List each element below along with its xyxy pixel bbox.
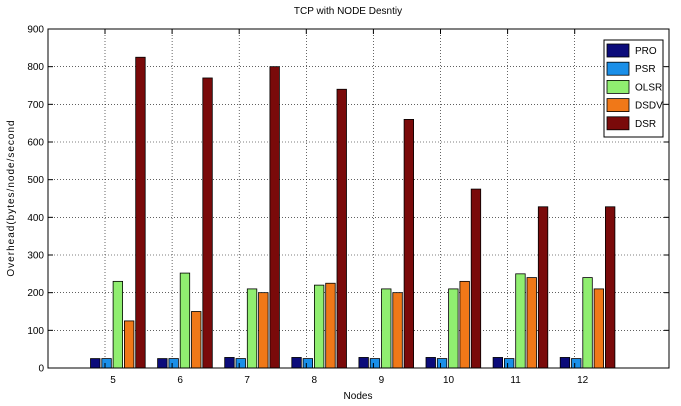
legend-swatch-olsr [606,80,630,94]
bar-pro-8 [291,357,302,369]
legend-swatch-psr [606,61,630,76]
x-tick-label: 12 [577,375,589,386]
y-tick-label: 0 [38,364,44,375]
bar-dsr-11 [537,206,549,369]
y-axis-ticks: 0 100 200 300 400 500 600 700 800 900 [27,25,669,375]
x-axis-label: Nodes [344,391,373,402]
y-tick-label: 600 [27,138,44,149]
bar-olsr-10 [448,288,459,369]
bar-dsr-12 [605,206,616,369]
bar-psr-11 [503,358,515,369]
bar-dsdv-11 [526,277,537,369]
bar-dsr-5 [135,56,146,369]
chart-title: TCP with NODE Desntiy [294,6,402,17]
bar-olsr-7 [246,288,258,369]
y-tick-label: 100 [27,326,44,337]
grid-lines [48,29,669,368]
legend-label-dsr: DSR [635,119,656,130]
bar-psr-8 [302,358,314,369]
bar-dsr-6 [202,77,213,369]
bar-dsdv-6 [191,311,202,369]
bar-dsdv-12 [593,288,604,369]
bar-pro-10 [425,357,436,369]
legend-label-psr: PSR [635,64,656,75]
x-tick-label: 11 [510,375,521,386]
bar-psr-6 [168,358,179,369]
y-tick-label: 900 [27,25,44,36]
legend-label-olsr: OLSR [635,82,662,93]
legend: PRO PSR OLSR DSDV DSR [603,39,664,138]
y-axis-label: Overhead(bytes/node/second [6,119,17,276]
x-axis-ticks: 5 6 7 8 9 10 11 12 [104,29,589,386]
legend-label-dsdv: DSDV [635,101,663,112]
y-tick-label: 400 [27,213,44,224]
bar-dsdv-8 [325,282,336,369]
legend-swatch-dsr [606,116,630,131]
bar-pro-6 [157,358,168,369]
x-tick-label: 6 [177,375,183,386]
y-tick-label: 700 [27,100,44,111]
bar-olsr-11 [515,273,526,369]
bar-olsr-9 [381,288,392,369]
bar-pro-9 [358,357,369,369]
legend-swatch-dsdv [606,98,630,112]
bar-olsr-5 [112,280,123,369]
bar-dsr-8 [336,88,347,369]
bar-psr-12 [571,358,582,369]
plot-border [47,28,670,369]
y-tick-label: 200 [27,288,44,299]
bar-dsdv-7 [258,292,269,369]
bar-dsr-10 [470,188,482,369]
x-tick-label: 5 [110,375,116,386]
legend-swatch-pro [606,43,630,58]
bar-psr-5 [101,358,112,369]
plot-area [48,29,669,368]
bar-olsr-6 [179,272,191,369]
bar-pro-11 [492,357,504,369]
x-tick-label: 8 [312,375,318,386]
bar-olsr-12 [582,277,593,369]
bar-psr-7 [235,358,246,369]
bar-pro-5 [90,358,101,369]
bar-dsdv-9 [392,292,403,369]
y-tick-label: 500 [27,175,44,186]
bar-pro-7 [224,357,235,369]
x-tick-label: 9 [379,375,385,386]
bar-dsdv-5 [124,320,135,369]
x-tick-label: 10 [443,375,455,386]
y-tick-label: 300 [27,251,44,262]
bar-olsr-8 [313,284,325,369]
x-tick-label: 7 [244,375,250,386]
bar-dsr-7 [269,66,280,369]
bar-dsdv-10 [459,280,470,369]
legend-label-pro: PRO [635,46,657,57]
bar-psr-10 [436,358,448,369]
bar-dsr-9 [403,119,415,369]
bar-psr-9 [369,358,381,369]
y-tick-label: 800 [27,62,44,73]
bar-pro-12 [559,357,571,369]
